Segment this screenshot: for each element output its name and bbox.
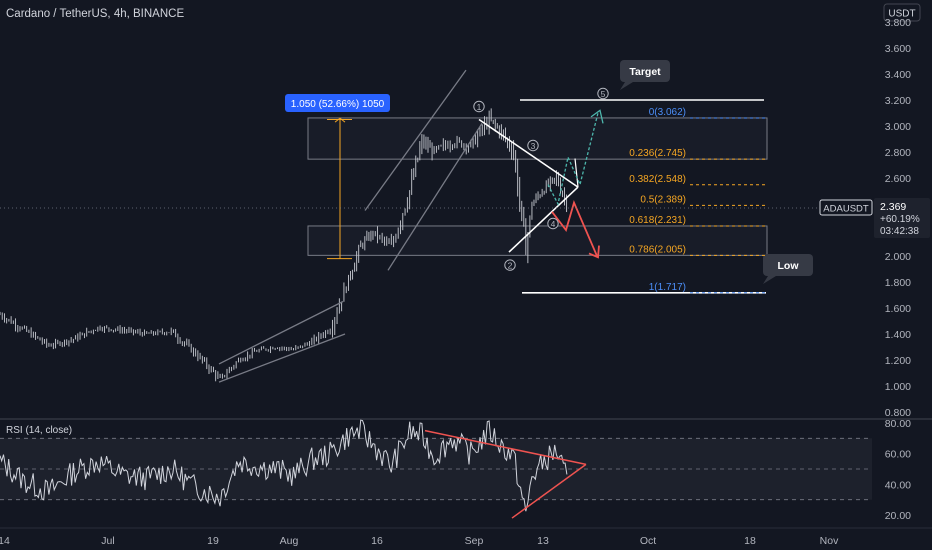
price-tick-label: 2.800: [885, 147, 911, 159]
callout-box-low: [763, 254, 813, 276]
wave-label-circle-2: [504, 259, 516, 271]
callout-low: Low: [778, 260, 800, 272]
fib-level-label: 1(1.717): [649, 282, 686, 293]
price-labels: ADAUSDT 2.369+60.19%03:42:38: [819, 198, 930, 239]
time-tick-label: 18: [744, 535, 756, 547]
fib-level-label: 0.786(2.005): [629, 244, 686, 255]
rsi-line: [0, 419, 568, 512]
bearish-arrowhead: [588, 245, 600, 259]
time-tick-label: 16: [371, 535, 383, 547]
wave-label-circle-1: [473, 100, 485, 113]
time-tick-label: Sep: [465, 535, 484, 547]
fib-level-label: 0.5(2.389): [640, 194, 686, 205]
rsi-tick-label: 40.00: [885, 479, 911, 491]
rsi-tick-label: 80.00: [885, 418, 911, 430]
triangle-apex-tick: [574, 158, 579, 188]
fib-level-label: 0.618(2.231): [629, 215, 686, 226]
price-tick-label: 3.000: [885, 121, 911, 133]
price-tick-label: 0.800: [885, 407, 911, 419]
rsi-title: RSI (14, close): [6, 425, 72, 436]
triangle-lower-edge: [508, 186, 579, 253]
channel2-line-upper: [364, 69, 467, 211]
symbol-tag: ADAUSDT: [823, 204, 869, 215]
time-tick-label: Aug: [280, 535, 299, 547]
fib-level-label: 0.236(2.745): [629, 148, 686, 159]
fib-level-label: 0(3.062): [649, 107, 686, 118]
last-price-value: 2.369: [880, 201, 906, 213]
rsi-tick-label: 60.00: [885, 449, 911, 461]
rsi-pane: 80.00 60.00 40.00 20.00: [0, 418, 911, 522]
time-axis-area: [0, 528, 932, 550]
drawing-overlays: 1.050 (52.66%) 1050 1 2 3 4 5 Target Low: [218, 60, 813, 383]
callout-tip-target: [620, 82, 633, 90]
triangle-upper-edge: [478, 118, 579, 188]
price-tick-label: 1.200: [885, 355, 911, 367]
last-price-countdown: 03:42:38: [880, 226, 919, 237]
price-tick-label: 2.600: [885, 173, 911, 185]
time-tick-label: Nov: [820, 535, 839, 547]
measure-label-box: [285, 94, 390, 112]
time-tick-label: 13: [537, 535, 549, 547]
callout-target: Target: [629, 66, 661, 78]
symbol-tag-box: [819, 199, 873, 216]
currency-badge-frame: [883, 3, 921, 22]
measure-arrowhead: [334, 117, 346, 123]
price-tick-label: 1.400: [885, 329, 911, 341]
channel-line-upper: [218, 300, 344, 365]
price-tick-label: 3.800: [885, 17, 911, 29]
wave-label-2: 2: [508, 260, 513, 270]
rsi-trendline-lower: [511, 463, 587, 519]
time-tick-label: Jul: [101, 535, 114, 547]
price-tick-label: 1.000: [885, 381, 911, 393]
fibonacci-levels: 0(3.062) 0.236(2.745) 0.382(2.548) 0.5(2.38…: [0, 107, 872, 294]
wave-label-5: 5: [601, 89, 606, 99]
pane-separator: [0, 418, 932, 420]
time-tick-label: 14: [0, 535, 10, 547]
price-tick-label: 3.400: [885, 69, 911, 81]
symbol-title: Cardano / TetherUS, 4h, BINANCE: [6, 8, 184, 20]
fib-level-label: 0.382(2.548): [629, 174, 686, 185]
wave-label-circle-5: [597, 87, 609, 100]
bullish-arrowhead: [590, 109, 604, 124]
callout-box-target: [620, 60, 670, 82]
wave-label-1: 1: [477, 102, 482, 112]
fib-zone-2: [307, 225, 768, 256]
price-tick-label: 3.200: [885, 95, 911, 107]
wave-label-circle-3: [527, 139, 539, 152]
wave-label-circle-4: [547, 217, 559, 230]
price-tick-label: 1.800: [885, 277, 911, 289]
fib-zone-1: [307, 117, 768, 160]
last-price-box: [874, 198, 930, 239]
time-tick-label: Oct: [640, 535, 656, 547]
measure-label: 1.050 (52.66%) 1050: [291, 99, 385, 110]
price-tick-label: 1.600: [885, 303, 911, 315]
bearish-projection: [551, 200, 598, 257]
time-tick-label: 19: [207, 535, 219, 547]
rsi-trendline-upper: [424, 429, 587, 466]
last-price-change: +60.19%: [880, 214, 920, 225]
channel-line-lower: [218, 333, 346, 383]
price-tick-label: 2.000: [885, 251, 911, 263]
wave-label-4: 4: [551, 219, 556, 229]
time-axis: 14 Jul 19 Aug 16 Sep 13 Oct 18 Nov: [0, 535, 839, 547]
wave-label-3: 3: [531, 141, 536, 151]
channel2-line-lower: [387, 123, 483, 271]
callout-tip-low: [763, 276, 776, 284]
currency-badge-label: USDT: [888, 9, 915, 20]
currency-badge[interactable]: USDT: [883, 3, 921, 22]
rsi-tick-label: 20.00: [885, 510, 911, 522]
price-tick-label: 3.600: [885, 43, 911, 55]
